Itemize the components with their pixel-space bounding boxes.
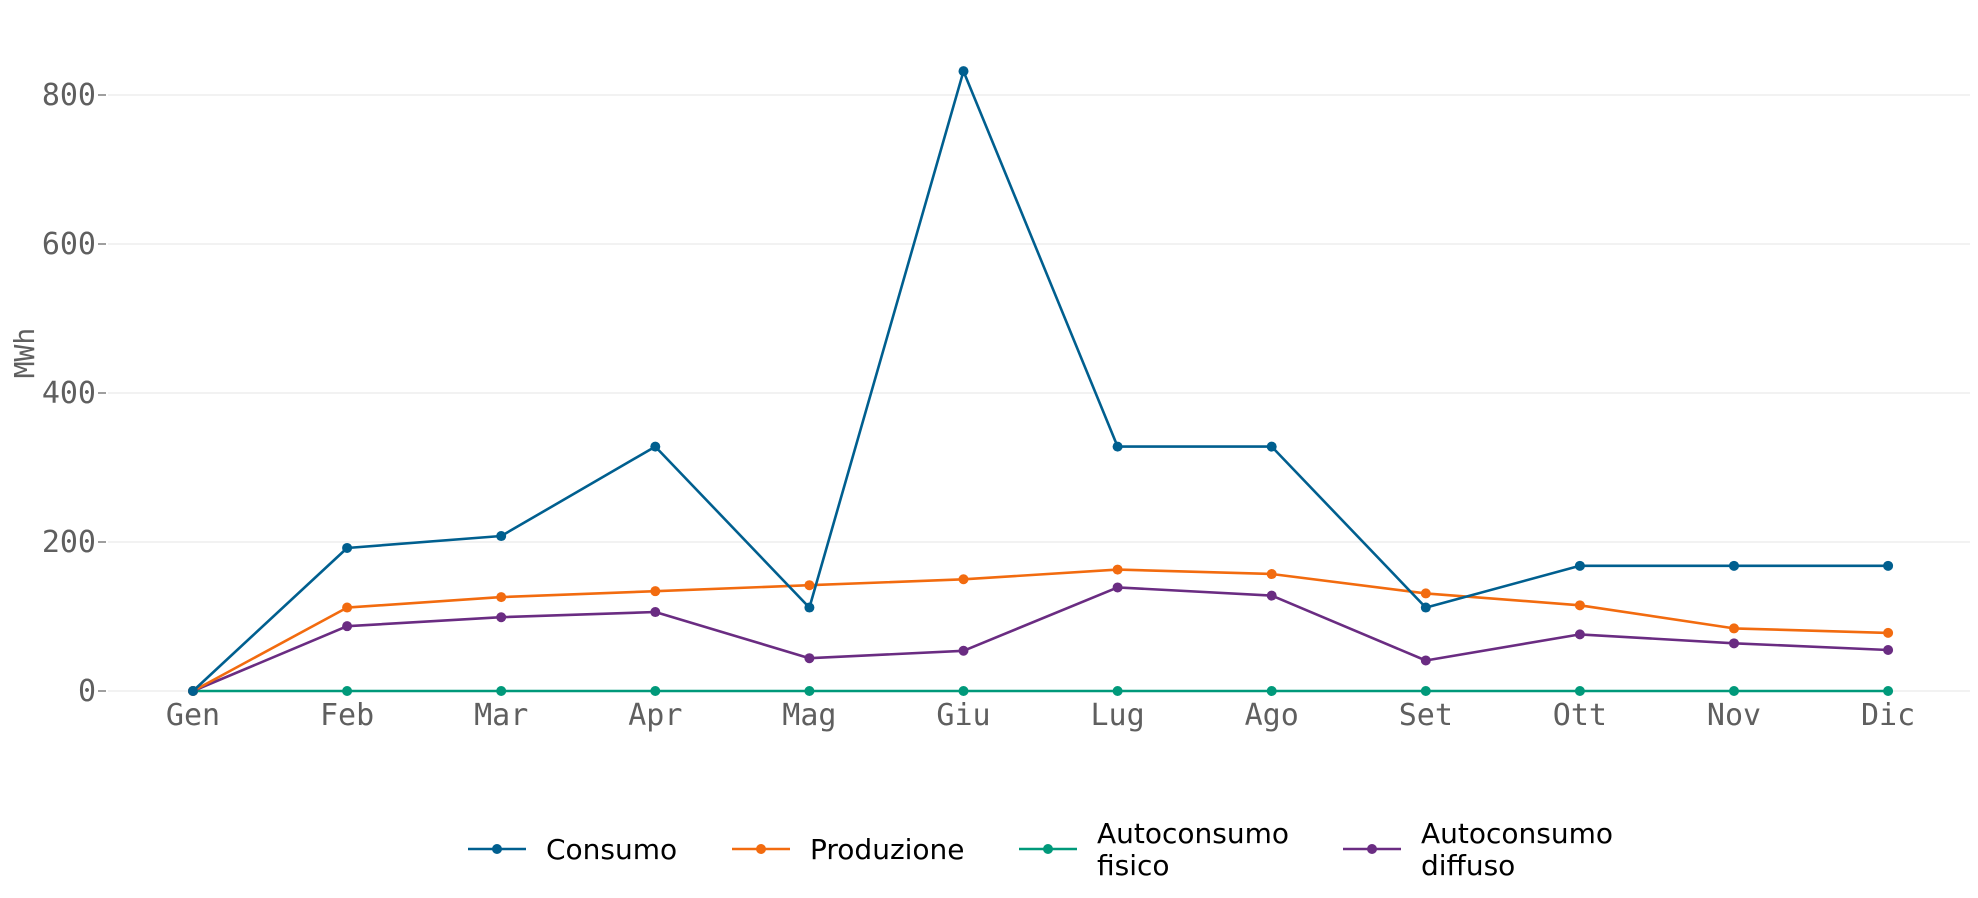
legend-item: Produzione: [732, 833, 965, 866]
data-point: [1729, 638, 1739, 649]
data-point: [1266, 569, 1277, 580]
data-point: [1729, 623, 1739, 634]
legend-label: Autoconsumo: [1097, 817, 1289, 850]
data-point: [1112, 686, 1123, 696]
data-point: [1574, 600, 1585, 611]
series-line: [191, 586, 1890, 693]
data-point: [804, 602, 815, 613]
y-tick-label: 0: [78, 674, 96, 709]
data-point: [342, 686, 353, 696]
series-layer: [188, 66, 1894, 696]
data-point: [188, 686, 198, 696]
series-autoconsumo-fisico: [188, 686, 1894, 696]
legend-swatch-marker: [492, 844, 502, 854]
legend-item: Consumo: [468, 833, 677, 866]
data-point: [496, 531, 507, 542]
x-tick-label: Ott: [1553, 698, 1607, 733]
data-point: [1883, 627, 1894, 638]
x-tick-label: Ago: [1245, 698, 1299, 733]
x-tick-label: Nov: [1707, 698, 1761, 733]
data-point: [958, 686, 969, 696]
data-point: [1883, 560, 1894, 571]
data-point: [1420, 686, 1431, 696]
data-point: [1883, 645, 1894, 656]
gridlines: [98, 94, 1970, 692]
data-point: [1420, 588, 1431, 599]
legend-swatch-marker: [1367, 844, 1377, 854]
data-point: [804, 653, 815, 664]
legend-label: Produzione: [810, 833, 965, 866]
data-point: [342, 542, 353, 553]
data-point: [804, 686, 815, 696]
series-line: [191, 69, 1890, 693]
legend-swatch-marker: [756, 844, 766, 854]
legend-label: diffuso: [1421, 849, 1515, 882]
legend-label: Autoconsumo: [1421, 817, 1613, 850]
x-tick-label: Lug: [1091, 698, 1145, 733]
x-axis-tick-labels: Gen Feb Mar Apr Mag Giu Lug Ago Set Ott Nov Dic: [166, 698, 1915, 733]
data-point: [958, 645, 969, 656]
data-point: [1574, 686, 1585, 696]
x-tick-label: Set: [1399, 698, 1453, 733]
data-point: [1112, 441, 1123, 452]
legend-swatch-marker: [1043, 844, 1053, 854]
data-point: [1729, 560, 1739, 571]
data-point: [958, 66, 969, 77]
legend: Consumo Produzione AutoconsumofisicoAutoco…: [468, 817, 1613, 882]
legend-label: fisico: [1097, 849, 1170, 882]
x-tick-label: Mag: [782, 698, 836, 733]
data-point: [650, 441, 661, 452]
data-point: [1729, 686, 1739, 696]
series-produzione: [188, 564, 1894, 696]
series-autoconsumo-diffuso: [188, 582, 1894, 696]
data-point: [342, 621, 353, 632]
y-axis-tick-labels: 0 200 400 600 800: [42, 78, 96, 709]
y-tick-label: 600: [42, 227, 96, 262]
x-tick-label: Mar: [474, 698, 528, 733]
data-point: [804, 580, 815, 591]
data-point: [1883, 686, 1894, 696]
data-point: [650, 607, 661, 618]
data-point: [1112, 564, 1123, 575]
data-point: [958, 574, 969, 585]
series-line: [191, 568, 1890, 693]
data-point: [496, 592, 507, 603]
x-tick-label: Giu: [936, 698, 990, 733]
data-point: [1420, 655, 1431, 666]
legend-label: Consumo: [546, 833, 677, 866]
data-point: [496, 612, 507, 623]
data-point: [342, 602, 353, 613]
x-tick-label: Dic: [1861, 698, 1915, 733]
data-point: [1266, 590, 1277, 601]
data-point: [1266, 686, 1277, 696]
data-point: [1420, 602, 1431, 613]
data-point: [496, 686, 507, 696]
x-tick-label: Apr: [628, 698, 682, 733]
x-tick-label: Feb: [320, 698, 374, 733]
y-tick-label: 800: [42, 78, 96, 113]
data-point: [650, 586, 661, 597]
series-consumo: [188, 66, 1894, 696]
data-point: [1574, 629, 1585, 640]
data-point: [1574, 560, 1585, 571]
y-tick-label: 200: [42, 525, 96, 560]
y-tick-label: 400: [42, 376, 96, 411]
data-point: [1266, 441, 1277, 452]
data-point: [650, 686, 661, 696]
data-point: [1112, 582, 1123, 593]
y-axis-title: MWh: [8, 328, 41, 379]
x-tick-label: Gen: [166, 698, 220, 733]
